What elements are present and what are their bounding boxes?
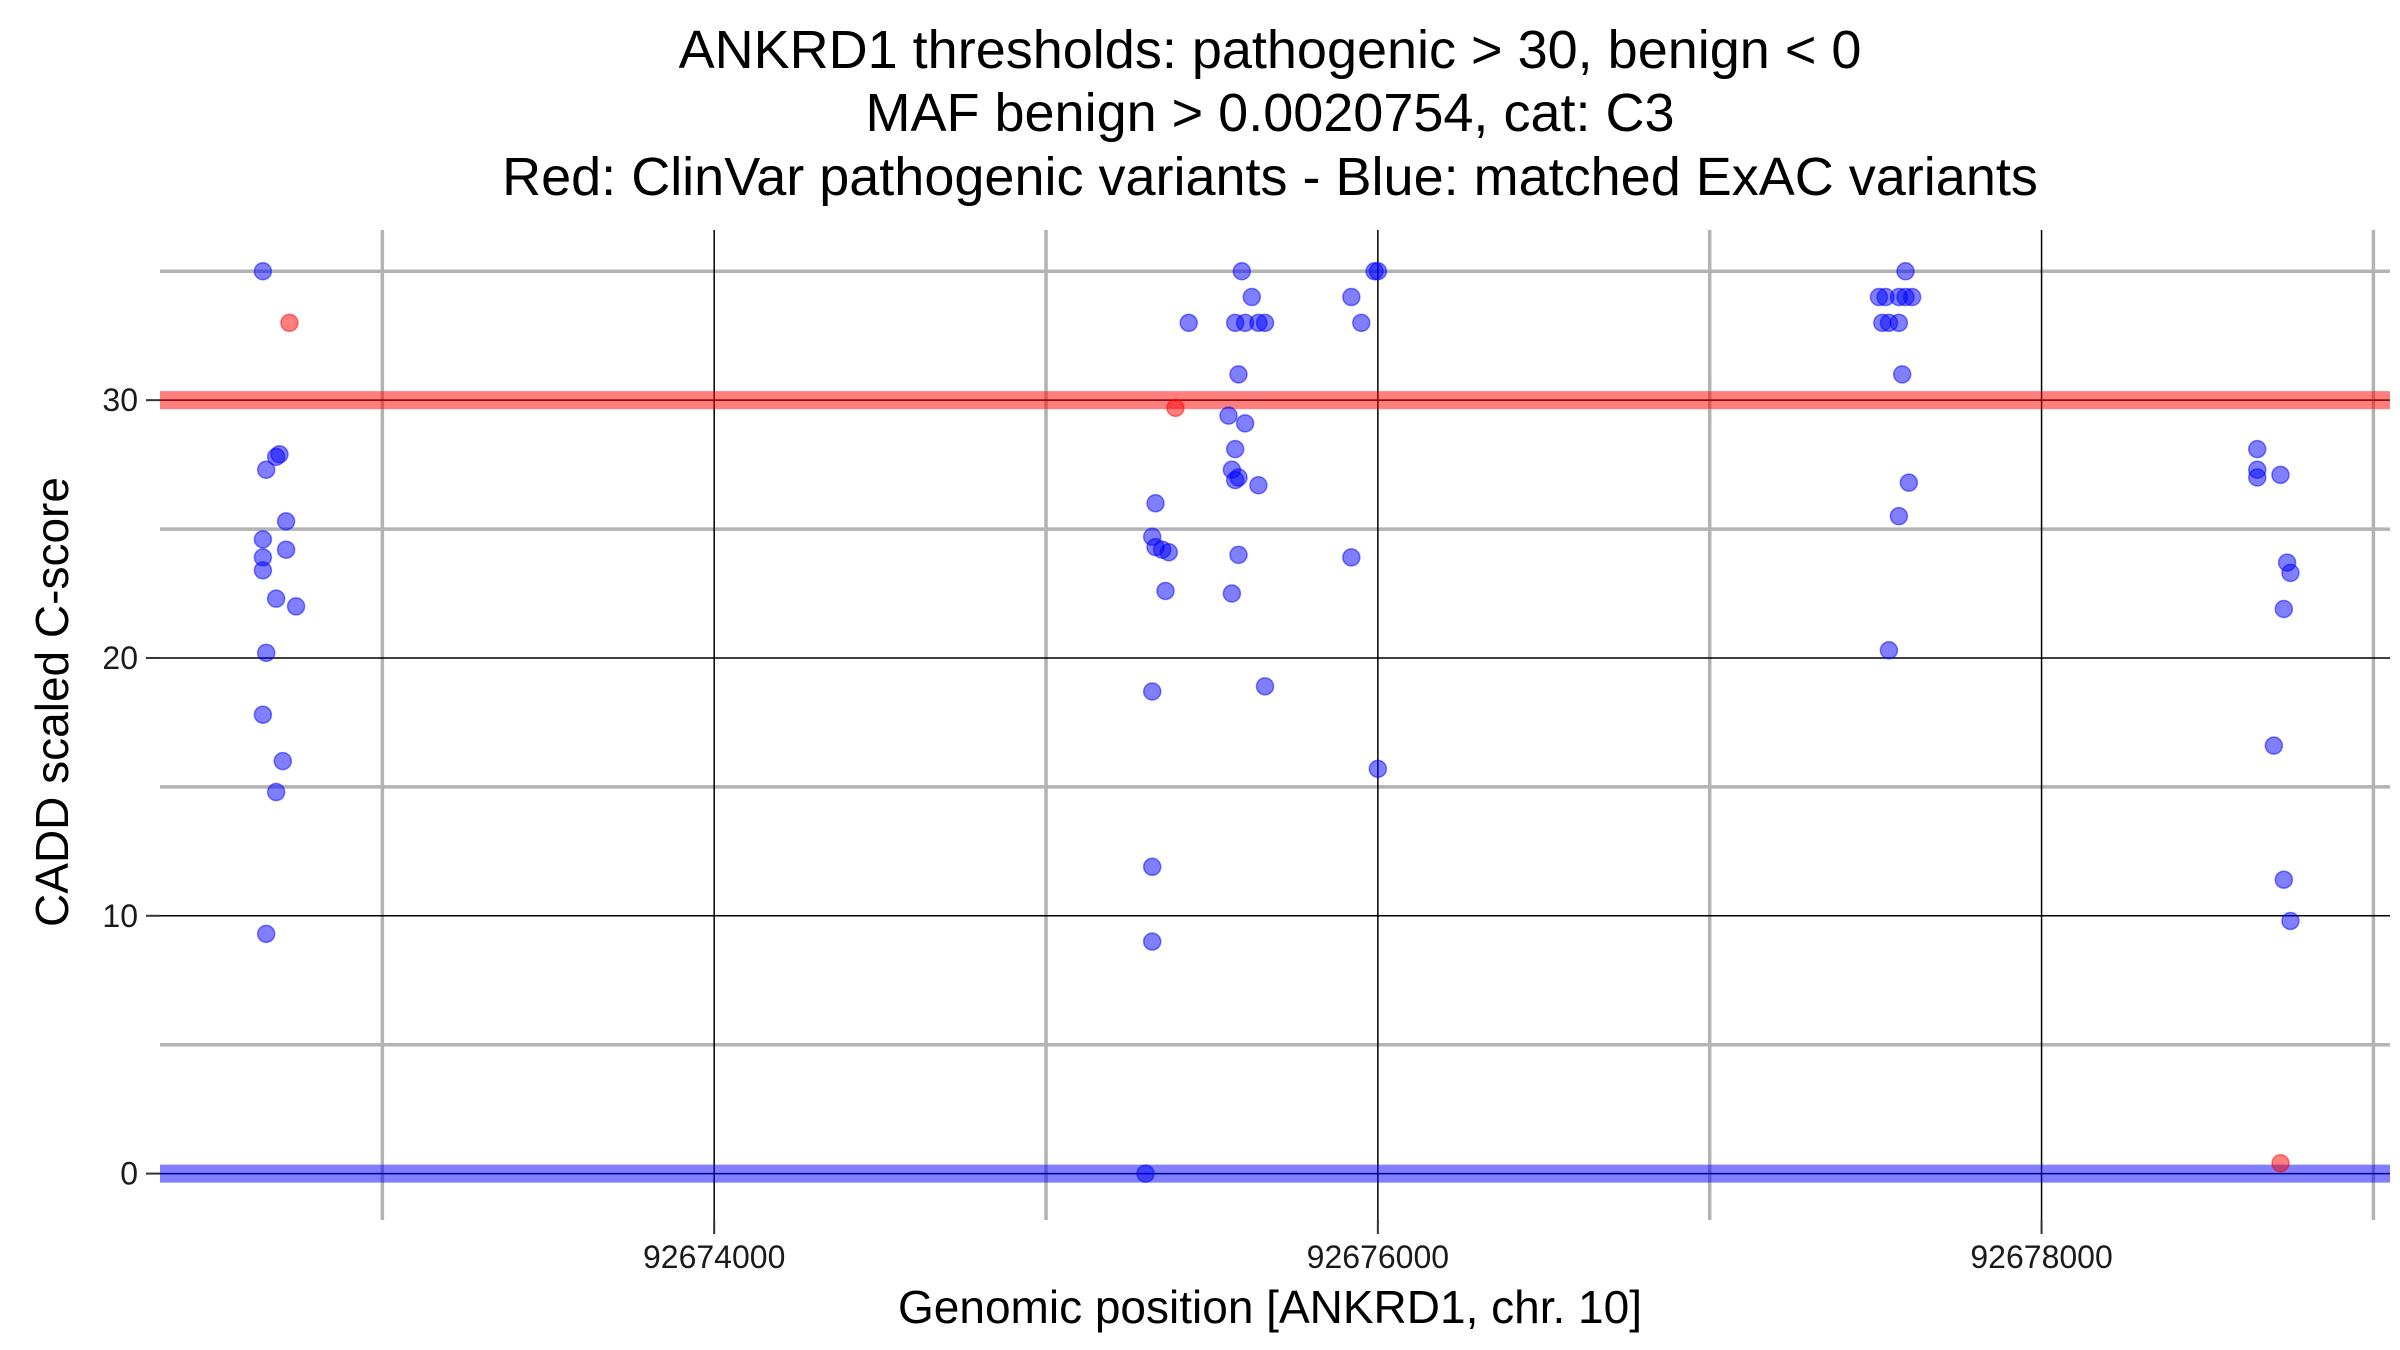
- exac-variant-point: [2264, 736, 2284, 755]
- exac-variant-point: [1889, 313, 1909, 333]
- exac-variant-point: [1368, 759, 1388, 779]
- y-axis-ticks: 0 10 20 30: [102, 382, 160, 1192]
- exac-variant-point: [1136, 1164, 1155, 1183]
- exac-variant-point: [1142, 857, 1162, 877]
- exac-variant-point: [1156, 581, 1175, 601]
- exac-variant-point: [256, 643, 276, 663]
- y-tick-label: 10: [102, 898, 138, 934]
- x-tick-label: 92678000: [1970, 1239, 2112, 1275]
- exac-variant-point: [1255, 677, 1275, 696]
- exac-variant-point: [2274, 599, 2294, 619]
- y-axis-title: CADD scaled C-score: [26, 477, 78, 927]
- exac-variant-point: [1225, 470, 1245, 490]
- exac-variant-point: [1899, 473, 1919, 492]
- exac-variant-point: [1902, 287, 1922, 307]
- pathogenic-variant-point: [2271, 1154, 2290, 1173]
- y-tick-label: 20: [102, 640, 138, 676]
- pathogenic-variant-point: [280, 313, 299, 333]
- x-tick-label: 92674000: [643, 1239, 785, 1275]
- exac-variant-point: [2274, 870, 2294, 889]
- exac-variant-point: [270, 445, 289, 464]
- pathogenic-variant-point: [1166, 398, 1185, 418]
- exac-variant-point: [2248, 439, 2267, 459]
- data-points: [253, 262, 2300, 1183]
- exac-variant-point: [2281, 911, 2300, 931]
- exac-variant-point: [1179, 313, 1198, 333]
- exac-variant-point: [266, 782, 286, 802]
- exac-variant-point: [1229, 365, 1248, 384]
- y-tick-label: 30: [102, 382, 138, 418]
- y-tick-label: 0: [120, 1156, 138, 1192]
- exac-variant-point: [1342, 287, 1361, 307]
- exac-variant-point: [1879, 640, 1899, 660]
- threshold-lines: [160, 391, 2390, 1183]
- exac-variant-point: [1892, 365, 1912, 384]
- x-axis-title: Genomic position [ANKRD1, chr. 10]: [898, 1281, 1642, 1333]
- exac-variant-point: [1255, 313, 1275, 333]
- x-axis-ticks: 92674000 92676000 92678000: [643, 1220, 2113, 1275]
- exac-variant-point: [253, 705, 273, 724]
- exac-variant-point: [1142, 682, 1162, 701]
- exac-variant-point: [256, 460, 276, 480]
- exac-variant-point: [2248, 468, 2267, 487]
- exac-variant-point: [1242, 287, 1262, 307]
- exac-variant-point: [286, 597, 306, 616]
- exac-variant-point: [253, 561, 273, 580]
- exac-variant-point: [276, 512, 296, 531]
- exac-variant-point: [1232, 262, 1252, 281]
- exac-variant-point: [1142, 932, 1162, 951]
- exac-variant-point: [1368, 262, 1388, 281]
- exac-variant-point: [1889, 506, 1909, 526]
- exac-variant-point: [253, 262, 273, 281]
- exac-variant-point: [1249, 475, 1268, 495]
- exac-variant-point: [1229, 545, 1248, 565]
- exac-variant-point: [2281, 563, 2300, 583]
- chart-title-line-1: ANKRD1 thresholds: pathogenic > 30, beni…: [679, 20, 1862, 80]
- exac-variant-point: [266, 589, 286, 608]
- exac-variant-point: [1342, 548, 1361, 567]
- exac-variant-point: [1146, 494, 1165, 513]
- chart-title-line-3: Red: ClinVar pathogenic variants - Blue:…: [502, 147, 2038, 207]
- exac-variant-point: [1235, 414, 1255, 433]
- exac-variant-point: [273, 751, 293, 771]
- exac-variant-point: [253, 530, 273, 549]
- chart-title-line-2: MAF benign > 0.0020754, cat: C3: [865, 83, 1674, 143]
- x-tick-label: 92676000: [1307, 1239, 1449, 1275]
- grid-lines: [160, 230, 2390, 1220]
- exac-variant-point: [256, 924, 276, 944]
- exac-variant-point: [2271, 465, 2290, 485]
- exac-variant-point: [1896, 262, 1915, 281]
- exac-variant-point: [1159, 543, 1179, 562]
- exac-variant-point: [1219, 406, 1238, 425]
- exac-variant-point: [276, 540, 296, 559]
- exac-variant-point: [1222, 584, 1242, 603]
- exac-variant-point: [1225, 439, 1245, 459]
- exac-variant-point: [1352, 313, 1371, 333]
